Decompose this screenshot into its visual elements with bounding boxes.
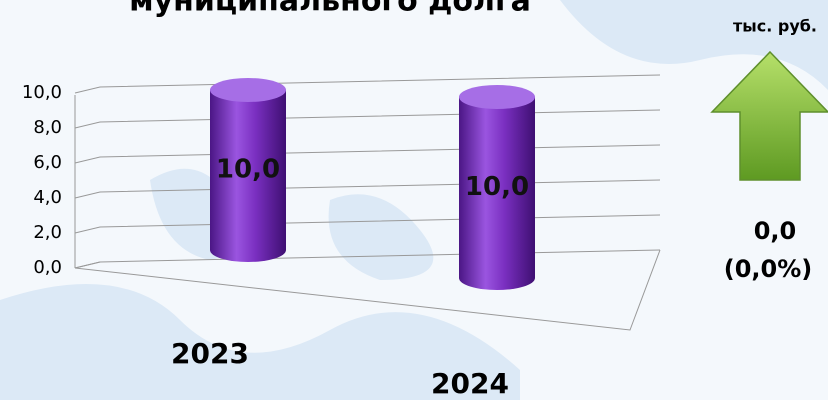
unit-label: тыс. руб.	[733, 17, 817, 36]
x-tick-label: 2023	[171, 337, 249, 370]
y-tick-label: 0,0	[33, 257, 62, 278]
bar-body	[210, 90, 286, 262]
data-label: 10,0	[216, 155, 280, 185]
y-tick-label: 2,0	[33, 222, 62, 243]
change-value: 0,0	[754, 217, 797, 245]
bar-top	[210, 78, 286, 102]
chart-title: муниципального долга	[129, 0, 531, 19]
change-percent: (0,0%)	[724, 255, 813, 283]
grid-line	[74, 74, 661, 94]
y-tick-label: 8,0	[33, 117, 62, 138]
bar	[210, 78, 286, 262]
change-arrow	[710, 50, 828, 181]
y-tick-label: 6,0	[33, 152, 62, 173]
data-label: 10,0	[465, 172, 529, 202]
x-tick-label: 2024	[431, 367, 509, 400]
y-tick-label: 4,0	[33, 187, 62, 208]
y-tick-label: 10,0	[22, 82, 62, 103]
bar-body	[459, 97, 535, 290]
bar-top	[459, 85, 535, 109]
bar	[459, 85, 535, 290]
